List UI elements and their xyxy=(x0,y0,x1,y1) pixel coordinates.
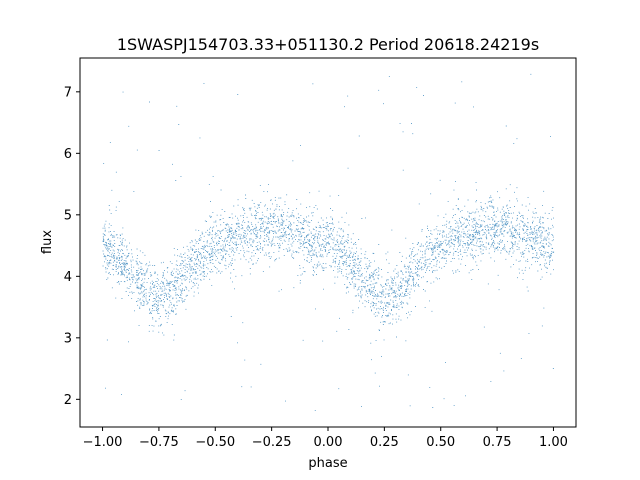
y-axis-ticks: 2 3 4 5 6 7 xyxy=(64,85,80,408)
y-tick-label: 6 xyxy=(64,147,72,162)
x-tick-label: 1.00 xyxy=(539,435,568,450)
y-tick-label: 2 xyxy=(64,393,72,408)
y-axis-label: flux xyxy=(40,230,55,254)
y-tick-label: 4 xyxy=(64,270,72,285)
x-tick-label: 0.50 xyxy=(426,435,455,450)
x-axis-ticks: −1.00 −0.75 −0.50 −0.25 0.00 0.25 0.50 0.75 1.00 xyxy=(83,427,568,450)
x-axis-label: phase xyxy=(308,456,347,471)
x-tick-label: 0.25 xyxy=(370,435,399,450)
y-tick-label: 3 xyxy=(64,331,72,346)
data-points xyxy=(102,73,555,412)
x-tick-label: −0.75 xyxy=(139,435,179,450)
chart-title: 1SWASPJ154703.33+051130.2 Period 20618.2… xyxy=(117,35,539,54)
y-tick-label: 7 xyxy=(64,85,72,100)
x-tick-label: −0.50 xyxy=(195,435,235,450)
x-tick-label: −1.00 xyxy=(83,435,123,450)
y-tick-label: 5 xyxy=(64,208,72,223)
x-tick-label: −0.25 xyxy=(252,435,292,450)
x-tick-label: 0.00 xyxy=(314,435,343,450)
x-tick-label: 0.75 xyxy=(483,435,512,450)
scatter-points xyxy=(102,73,555,412)
